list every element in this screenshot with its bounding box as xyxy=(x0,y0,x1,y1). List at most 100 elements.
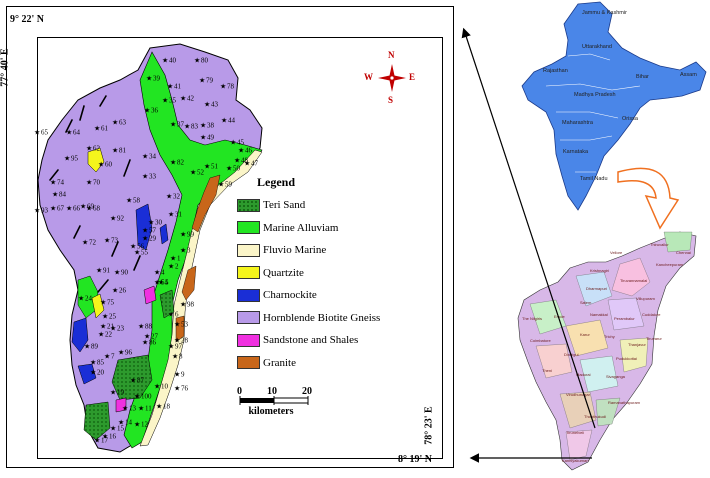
sample-site: ★ 36 xyxy=(144,107,159,115)
site-number: 11 xyxy=(145,405,152,413)
site-number: 17 xyxy=(101,437,109,445)
state-label-ka: Karnataka xyxy=(563,149,589,155)
district-thoothukudi: Thoothukudi xyxy=(584,414,606,419)
site-star-icon: ★ xyxy=(168,211,174,219)
site-number: 60 xyxy=(105,161,113,169)
scale-tick-10: 10 xyxy=(267,386,277,397)
sample-site: ★ 30 xyxy=(148,219,163,227)
sample-site: ★ 83 xyxy=(184,123,199,131)
site-number: 13 xyxy=(129,405,137,413)
site-star-icon: ★ xyxy=(82,239,88,247)
sample-site: ★ 40 xyxy=(162,57,177,65)
sample-site: ★ 99 xyxy=(180,231,195,239)
sample-site: ★ 67 xyxy=(50,205,65,213)
site-number: 76 xyxy=(181,385,189,393)
site-number: 93 xyxy=(41,207,49,215)
district-tiruvannamalai: Tiruvannamalai xyxy=(620,278,647,283)
site-star-icon: ★ xyxy=(110,325,116,333)
site-number: 45 xyxy=(237,139,245,147)
site-star-icon: ★ xyxy=(52,191,58,199)
sample-site: ★ 56 xyxy=(130,243,145,251)
site-star-icon: ★ xyxy=(174,337,180,345)
site-star-icon: ★ xyxy=(138,323,144,331)
site-number: 82 xyxy=(177,159,185,167)
sample-site: ★ 48 xyxy=(234,157,249,165)
site-number: 9 xyxy=(181,371,185,379)
site-number: 84 xyxy=(59,191,67,199)
site-number: 53 xyxy=(181,321,189,329)
site-star-icon: ★ xyxy=(134,421,140,429)
site-star-icon: ★ xyxy=(100,299,106,307)
state-label-tn: Tamil Nadu xyxy=(580,176,608,182)
site-number: 85 xyxy=(97,359,105,367)
sample-site: ★ 88 xyxy=(138,323,153,331)
site-star-icon: ★ xyxy=(118,419,124,427)
district-pudukkottai: Pudukkottai xyxy=(616,356,637,361)
site-number: 25 xyxy=(109,313,117,321)
site-number: 98 xyxy=(187,301,195,309)
state-label-jk: Jammu & Kashmir xyxy=(582,10,627,16)
site-number: 3 xyxy=(187,247,191,255)
district-perambalur: Perambalur xyxy=(614,316,635,321)
sample-site: ★ 65 xyxy=(34,129,49,137)
sample-site: ★ 44 xyxy=(221,117,236,125)
site-star-icon: ★ xyxy=(220,83,226,91)
site-star-icon: ★ xyxy=(200,134,206,142)
legend-swatch xyxy=(237,243,260,257)
legend-label: Charnockite xyxy=(263,289,317,302)
site-number: 74 xyxy=(57,179,65,187)
site-star-icon: ★ xyxy=(221,117,227,125)
district-salem: Salem xyxy=(580,300,592,305)
sample-site: ★ 11 xyxy=(138,405,152,413)
site-number: 32 xyxy=(173,193,181,201)
site-number: 95 xyxy=(71,155,79,163)
district-karur: Karur xyxy=(580,332,590,337)
site-star-icon: ★ xyxy=(146,75,152,83)
sample-site: ★ 18 xyxy=(156,403,171,411)
legend-label: Sandstone and Shales xyxy=(263,334,359,347)
site-star-icon: ★ xyxy=(34,207,40,215)
charnockite-patch-4 xyxy=(159,223,169,245)
site-number: 18 xyxy=(163,403,171,411)
legend-row: Charnockite xyxy=(237,284,457,307)
sample-site: ★ 64 xyxy=(66,129,81,137)
sample-site: ★ 70 xyxy=(86,179,101,187)
site-star-icon: ★ xyxy=(96,267,102,275)
sample-site: ★ 81 xyxy=(112,147,127,155)
site-number: 8 xyxy=(179,353,183,361)
india-map: Jammu & Kashmir Uttarakhand Rajasthan Bi… xyxy=(521,1,707,211)
legend: Legend Teri Sand Marine Alluviam Fluvio Ma… xyxy=(237,175,457,374)
granite-patch-1 xyxy=(191,174,221,233)
district-dharmapuri: Dharmapuri xyxy=(586,286,607,291)
site-star-icon: ★ xyxy=(162,97,168,105)
site-number: 96 xyxy=(125,349,133,357)
site-star-icon: ★ xyxy=(112,147,118,155)
site-star-icon: ★ xyxy=(84,343,90,351)
site-star-icon: ★ xyxy=(142,339,148,347)
site-star-icon: ★ xyxy=(226,165,232,173)
site-number: 61 xyxy=(101,125,109,133)
sample-site: ★ 98 xyxy=(180,301,195,309)
site-number: 44 xyxy=(228,117,236,125)
sandstone-patch-2 xyxy=(115,397,127,413)
site-star-icon: ★ xyxy=(166,193,172,201)
compass-w: W xyxy=(364,72,373,82)
site-number: 39 xyxy=(153,75,161,83)
site-number: 66 xyxy=(73,205,81,213)
site-number: 68 xyxy=(93,205,101,213)
sample-site: ★ 95 xyxy=(64,155,79,163)
legend-row: Hornblende Biotite Gneiss xyxy=(237,307,457,330)
district-madurai: Madurai xyxy=(576,372,591,377)
map-inner-frame xyxy=(37,37,443,459)
sample-site: ★ 10 xyxy=(154,383,169,391)
site-star-icon: ★ xyxy=(130,243,136,251)
sample-site: ★ 92 xyxy=(110,215,125,223)
sample-site: ★ 5 xyxy=(158,279,169,287)
scale-labels: 0 10 20 kilometers xyxy=(236,386,336,422)
sample-site: ★ 8 xyxy=(172,353,183,361)
district-tiruvarur: Tiruvarur xyxy=(646,336,663,341)
site-number: 64 xyxy=(73,129,81,137)
sample-site: ★ 9 xyxy=(174,371,185,379)
sample-site: ★ 33 xyxy=(142,173,157,181)
site-number: 88 xyxy=(145,323,153,331)
